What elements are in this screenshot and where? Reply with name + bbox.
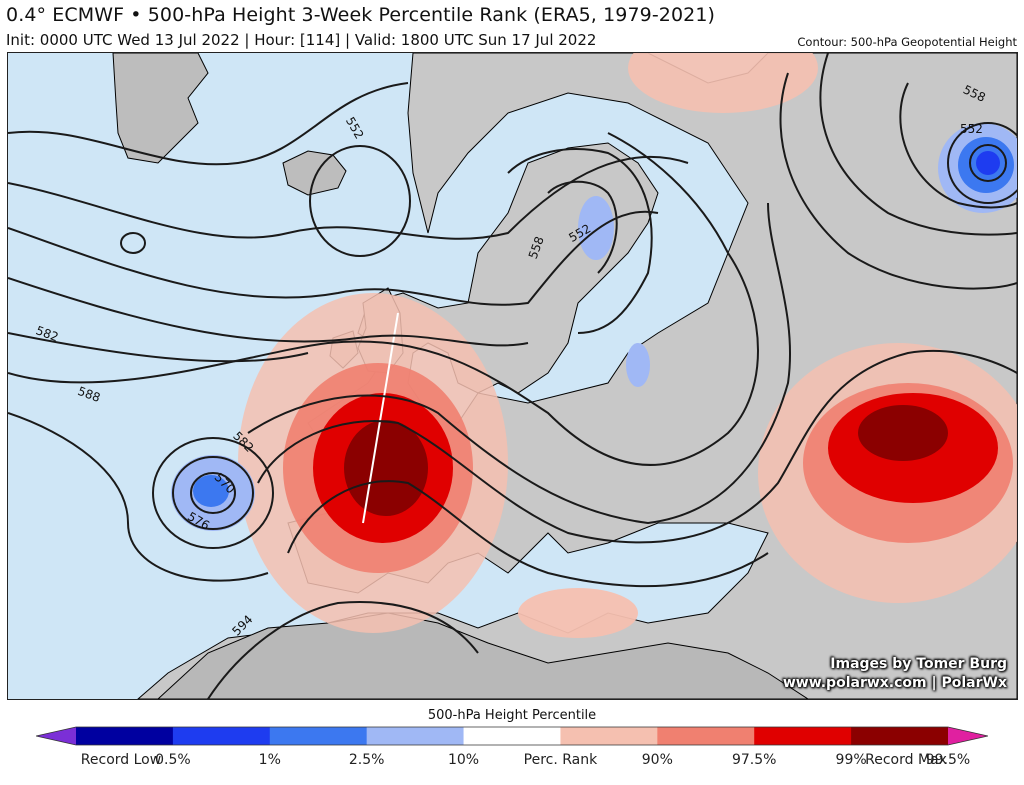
anomaly-high-west-core — [344, 420, 428, 516]
contour-line — [257, 350, 1017, 544]
map-svg: 552 552 558 552 558 582 588 582 570 576 … — [8, 53, 1017, 699]
map-subtitle: Init: 0000 UTC Wed 13 Jul 2022 | Hour: [… — [6, 31, 597, 49]
contour-closed-low — [190, 472, 236, 514]
anomaly-high-east-core — [858, 405, 948, 461]
contour-line — [819, 53, 1017, 236]
anomaly-west-line — [362, 312, 399, 524]
legend-label: Record Low — [80, 752, 162, 768]
legend-colorbar — [36, 726, 988, 746]
contour-line — [547, 180, 618, 274]
contour-line — [207, 601, 479, 699]
contour-line — [8, 155, 689, 240]
legend: 500-hPa Height Percentile Record Low 0.5%… — [0, 700, 1024, 785]
contour-closed-low — [172, 456, 254, 530]
height-contours — [8, 53, 1017, 699]
legend-arrow-high — [948, 727, 988, 745]
contour-line — [8, 412, 269, 582]
map-panel: 552 552 558 552 558 582 588 582 570 576 … — [7, 52, 1018, 700]
legend-label: Perc. Rank — [523, 752, 598, 768]
contour-closed-low — [309, 145, 411, 257]
legend-label: 2.5% — [348, 752, 385, 768]
legend-swatch — [366, 727, 465, 745]
land-iceland — [282, 150, 347, 196]
contour-line — [247, 202, 792, 525]
contour-label: 552 — [960, 122, 983, 136]
contour-line — [507, 148, 653, 334]
anomaly-low-scandinavia — [578, 196, 614, 260]
legend-outline — [36, 726, 988, 746]
contour-line — [779, 72, 1017, 290]
contour-note: Contour: 500-hPa Geopotential Height — [797, 35, 1017, 49]
legend-swatch — [463, 727, 561, 745]
contour-closed-low — [120, 232, 146, 254]
contour-line — [8, 82, 409, 166]
legend-label: 0.5% — [155, 752, 191, 768]
legend-swatch — [172, 727, 271, 745]
legend-swatch — [851, 727, 949, 745]
contour-closed-low — [947, 122, 1017, 204]
contour-closed-low — [969, 144, 1007, 182]
anomaly-low-atlantic-inner — [193, 475, 229, 507]
legend-swatch — [269, 727, 368, 745]
credit-website: www.polarwx.com | PolarWx — [782, 675, 1007, 691]
legend-label: 10% — [447, 752, 480, 768]
land-greenland — [112, 53, 209, 164]
anomaly-high-north — [628, 53, 818, 113]
credit-author: Images by Tomer Burg — [830, 656, 1007, 672]
land-north-africa — [157, 612, 809, 699]
map-title: 0.4° ECMWF • 500-hPa Height 3-Week Perce… — [6, 4, 716, 26]
anomaly-high-med — [518, 588, 638, 638]
contour-closed-low — [152, 437, 274, 549]
legend-label: 99% — [835, 752, 867, 768]
contour-line — [8, 132, 759, 466]
legend-swatch — [657, 727, 755, 745]
legend-label: Record Max — [865, 752, 947, 768]
legend-swatch — [754, 727, 852, 745]
legend-label: 90% — [641, 752, 673, 768]
contour-line — [899, 82, 1017, 209]
legend-swatch — [560, 727, 658, 745]
legend-label: 97.5% — [731, 752, 777, 768]
contour-line — [8, 332, 309, 363]
legend-swatch — [76, 727, 174, 745]
contour-line — [8, 210, 659, 306]
anomaly-low-ne-core — [976, 151, 1000, 175]
header: 0.4° ECMWF • 500-hPa Height 3-Week Perce… — [0, 0, 1024, 52]
legend-label: 99.5% — [925, 752, 971, 768]
legend-arrow-low — [36, 727, 76, 745]
contour-line — [8, 277, 529, 347]
legend-label: 1% — [258, 752, 281, 768]
legend-title: 500-hPa Height Percentile — [427, 708, 597, 723]
contour-line — [287, 480, 769, 588]
anomaly-low-russia — [626, 343, 650, 387]
